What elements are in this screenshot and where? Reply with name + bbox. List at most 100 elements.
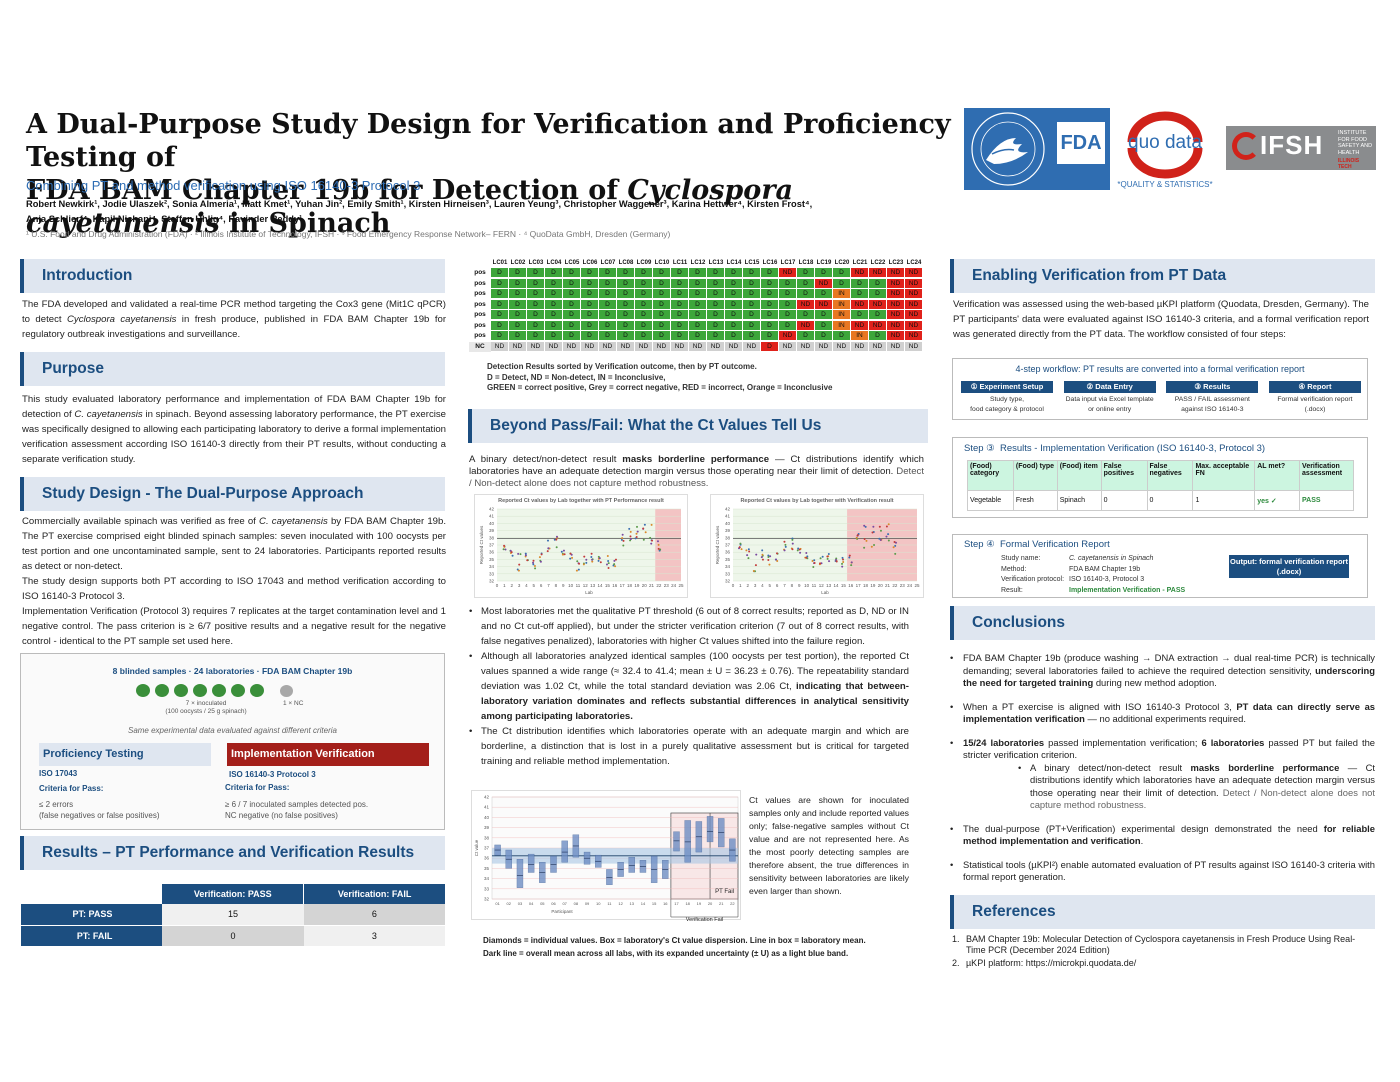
iv-box-title: Implementation Verification — [227, 743, 429, 766]
data-point — [621, 533, 624, 536]
title-line-2-a: FDA BAM Chapter 19b for Detection of — [26, 175, 628, 206]
grid-cell: D — [599, 289, 617, 299]
grid-cell: ND — [905, 289, 923, 299]
grid-cell: D — [563, 299, 581, 310]
step3-header-cell: (Food) item — [1056, 460, 1102, 491]
data-point — [863, 538, 866, 541]
y-tick-label: 36 — [484, 856, 490, 861]
grid-cell: ND — [887, 320, 905, 331]
data-point — [768, 563, 771, 566]
grid-cell: D — [815, 320, 833, 331]
grid-cell: D — [635, 331, 653, 341]
data-point — [745, 549, 748, 552]
inoculated-sample-icon — [231, 684, 245, 697]
grid-cell: D — [599, 310, 617, 320]
step4-title: Step ④ Formal Verification Report — [964, 539, 1110, 550]
grid-cell: ND — [905, 341, 923, 352]
grid-cell: D — [833, 268, 851, 278]
grid-cell: D — [779, 278, 797, 289]
same-data-note: Same experimental data evaluated against… — [127, 726, 337, 735]
y-tick-label: 42 — [725, 507, 731, 512]
y-tick-label: 37 — [725, 543, 731, 548]
grid-cell: D — [581, 320, 599, 331]
bullet-text: The Ct distribution identifies which lab… — [481, 726, 909, 767]
grid-cell: D — [581, 289, 599, 299]
data-point — [576, 560, 579, 563]
x-tick-label: 4 — [525, 583, 528, 588]
data-point — [510, 551, 513, 554]
grid-cell: ND — [869, 320, 887, 331]
step3-header-cell: (Food) category — [967, 460, 1014, 491]
x-tick-label: 1 — [503, 583, 506, 588]
data-point — [622, 544, 625, 547]
grid-header: LC01 LC02 LC03 LC04 LC05 LC06 LC07 LC08 LC09 LC10… — [491, 258, 923, 268]
grid-cell: D — [599, 320, 617, 331]
conclusion-text: The dual-purpose (PT+Verification) exper… — [963, 822, 1324, 834]
conclusions-heading: Conclusions — [950, 606, 1375, 640]
data-point — [885, 535, 888, 538]
grid-cell: ND — [725, 341, 743, 352]
grid-cell: D — [707, 289, 725, 299]
report-output-button[interactable]: Output: formal verification report (.doc… — [1229, 555, 1349, 578]
step4-box: Step ④ Formal Verification Report Study … — [952, 534, 1368, 598]
lab-box — [684, 820, 691, 863]
x-tick-label: 7 — [547, 583, 550, 588]
data-point — [769, 555, 772, 558]
conclusion-item: • Statistical tools (µKPI²) enable automa… — [950, 859, 1375, 884]
beyond-heading: Beyond Pass/Fail: What the Ct Values Tel… — [468, 409, 928, 443]
grid-cell: D — [509, 278, 527, 289]
grid-cell: D — [779, 299, 797, 310]
inoculated-sample-icon — [193, 684, 207, 697]
grid-cell: ND — [815, 341, 833, 352]
data-point — [629, 535, 632, 538]
grid-cell: D — [617, 268, 635, 278]
conclusion-emphasis: masks borderline performance — [1190, 761, 1340, 773]
results-table: Verification: PASS Verification: FAIL PT… — [21, 884, 445, 946]
data-point — [526, 559, 529, 562]
workflow-step: ② Data Entry Data input via Excel templat… — [1063, 381, 1156, 415]
grid-cell: IN — [833, 299, 851, 310]
grid-cell: D — [743, 268, 761, 278]
data-point — [636, 530, 639, 533]
beyond-bullet-2: • Although all laboratories analyzed iden… — [469, 649, 909, 724]
grid-row-label: pos — [474, 279, 486, 287]
data-point — [657, 543, 660, 546]
x-tick-label: 09 — [585, 901, 590, 906]
conclusion-text: during new method adoption. — [1093, 677, 1217, 688]
ifsh-subtext: INSTITUTE FOR FOOD SAFETY AND HEALTH — [1338, 130, 1373, 156]
x-tick-label: 6 — [776, 583, 779, 588]
grid-row-label: pos — [474, 321, 486, 329]
reference-text: µKPI platform: https://microkpi.quodata.… — [966, 958, 1137, 968]
reference-item[interactable]: 2. µKPI platform: https://microkpi.quodat… — [952, 958, 1368, 969]
x-tick-label: 22 — [730, 901, 735, 906]
data-point — [578, 562, 581, 565]
grid-cell: D — [743, 278, 761, 289]
conclusion-emphasis: underscoring the need for targeted train… — [963, 664, 1375, 689]
grid-cell: ND — [545, 341, 563, 352]
inoculated-sample-icon — [212, 684, 226, 697]
workflow-step-desc: (.docx) — [1304, 406, 1326, 413]
data-point — [539, 560, 542, 563]
data-point — [502, 548, 505, 551]
y-tick-label: 34 — [484, 876, 490, 881]
data-point — [621, 537, 624, 540]
grid-lab-label: LC12 — [690, 260, 706, 266]
bullet-emphasis: indicating that between-laboratory varia… — [481, 681, 909, 722]
grid-cell: ND — [905, 320, 923, 331]
data-point — [791, 538, 794, 541]
grid-cell: D — [743, 320, 761, 331]
grid-cell: ND — [779, 331, 797, 341]
data-point — [591, 558, 594, 561]
data-point — [519, 553, 522, 556]
grid-cell: IN — [833, 310, 851, 320]
x-tick-label: 25 — [678, 583, 684, 588]
beyond-bullet-3: • The Ct distribution identifies which la… — [469, 724, 909, 769]
data-point — [826, 555, 829, 558]
data-point — [761, 558, 764, 561]
data-point — [755, 553, 758, 556]
step3-label: Results - Implementation Verification (I… — [999, 443, 1266, 454]
step3-box: Step ③ Results - Implementation Verifica… — [952, 437, 1368, 518]
conclusion-text: . — [1140, 835, 1144, 846]
data-point — [613, 563, 616, 566]
step4-number: Step ④ — [964, 539, 995, 550]
